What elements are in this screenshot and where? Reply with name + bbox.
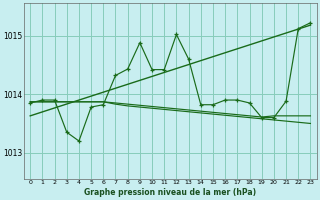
X-axis label: Graphe pression niveau de la mer (hPa): Graphe pression niveau de la mer (hPa) [84, 188, 256, 197]
